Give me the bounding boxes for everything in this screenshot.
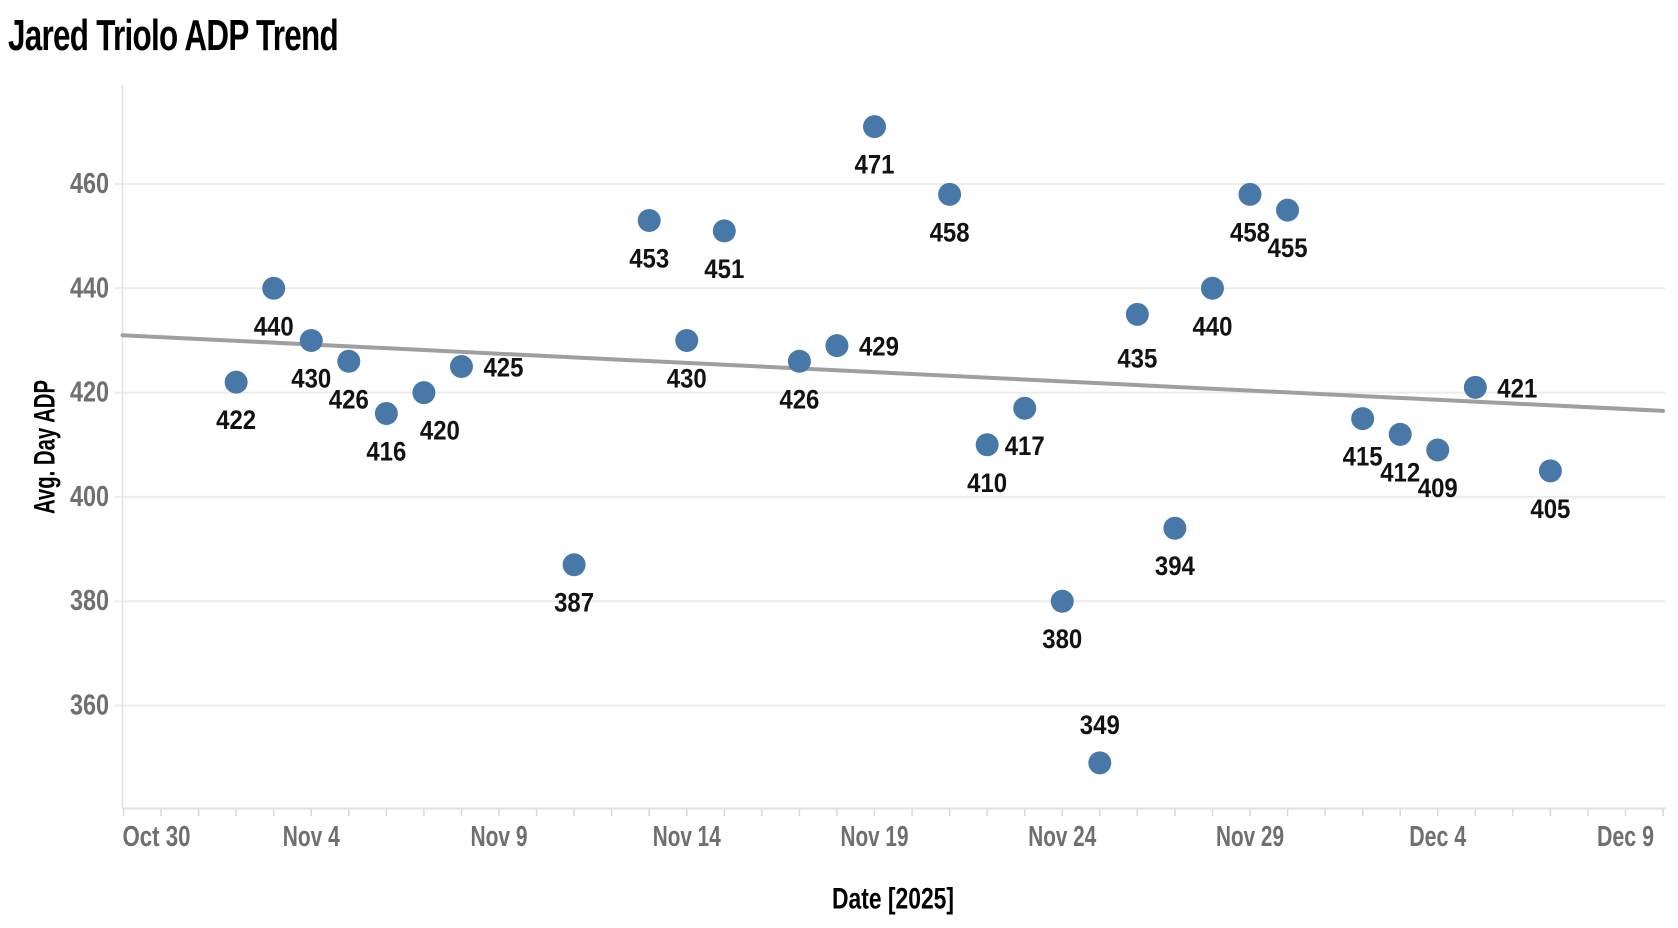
data-point[interactable] xyxy=(1163,516,1187,540)
data-point-label: 409 xyxy=(1418,473,1458,503)
data-point[interactable] xyxy=(337,349,361,373)
y-tick-label: 400 xyxy=(70,481,109,513)
data-point[interactable] xyxy=(1426,438,1450,462)
data-point-label: 410 xyxy=(967,468,1007,498)
data-point[interactable] xyxy=(1388,422,1412,446)
data-point[interactable] xyxy=(1013,396,1037,420)
data-point-label: 451 xyxy=(704,254,744,284)
data-point[interactable] xyxy=(975,433,999,457)
data-point[interactable] xyxy=(1050,589,1074,613)
data-point[interactable] xyxy=(562,553,586,577)
data-point[interactable] xyxy=(449,355,473,379)
chart-title: Jared Triolo ADP Trend xyxy=(8,11,338,60)
data-point-label: 455 xyxy=(1268,233,1308,263)
data-point-label: 415 xyxy=(1343,442,1383,472)
data-point-label: 430 xyxy=(667,363,707,393)
data-point[interactable] xyxy=(787,349,811,373)
data-point-label: 426 xyxy=(779,384,819,414)
data-point-label: 421 xyxy=(1497,373,1537,403)
data-point-label: 440 xyxy=(1192,311,1232,341)
data-point-label: 405 xyxy=(1530,494,1570,524)
data-point[interactable] xyxy=(1538,459,1562,483)
data-labels-layer: 4224404304264164204253874534304514264294… xyxy=(216,150,1570,740)
data-point-label: 435 xyxy=(1117,343,1157,373)
data-points-layer xyxy=(224,115,1562,775)
data-point-label: 430 xyxy=(291,363,331,393)
data-point-label: 425 xyxy=(483,353,523,383)
x-tick-label: Nov 14 xyxy=(653,821,721,853)
y-axis-title: Avg. Day ADP xyxy=(29,380,62,514)
data-point[interactable] xyxy=(712,219,736,243)
y-tick-label: 440 xyxy=(70,272,109,304)
x-axis-title: Date [2025] xyxy=(832,883,954,916)
y-tick-label: 360 xyxy=(70,690,109,722)
data-point-label: 394 xyxy=(1155,551,1195,581)
x-tick-label: Nov 19 xyxy=(841,821,909,853)
x-tick-label: Dec 4 xyxy=(1409,821,1466,853)
data-point-label: 387 xyxy=(554,588,594,618)
x-tick-label: Dec 9 xyxy=(1597,821,1654,853)
data-point-label: 453 xyxy=(629,244,669,274)
x-tick-label: Nov 29 xyxy=(1216,821,1284,853)
data-point[interactable] xyxy=(675,328,699,352)
data-point-label: 426 xyxy=(329,384,369,414)
data-point[interactable] xyxy=(938,182,962,206)
y-tick-label: 380 xyxy=(70,585,109,617)
x-tick-label: Oct 30 xyxy=(123,821,191,853)
data-point[interactable] xyxy=(412,381,436,405)
data-point-label: 380 xyxy=(1042,624,1082,654)
axes: 460 440 420 400 380 360 Oct 30 Nov 4 Nov 9 Nov 14… xyxy=(70,85,1666,853)
data-point[interactable] xyxy=(1463,375,1487,399)
data-point-label: 422 xyxy=(216,405,256,435)
data-point[interactable] xyxy=(1238,182,1262,206)
x-tick-label: Nov 4 xyxy=(283,821,340,853)
data-point[interactable] xyxy=(1088,751,1112,775)
y-tick-label: 420 xyxy=(70,377,109,409)
y-tick-label: 460 xyxy=(70,168,109,200)
data-point[interactable] xyxy=(863,115,886,139)
data-point-label: 440 xyxy=(254,311,294,341)
data-point-label: 429 xyxy=(859,332,899,362)
data-point[interactable] xyxy=(374,401,398,425)
data-point[interactable] xyxy=(825,334,849,358)
data-point[interactable] xyxy=(1200,276,1224,300)
data-point-label: 417 xyxy=(1005,431,1045,461)
data-point-label: 458 xyxy=(1230,217,1270,247)
data-point-label: 471 xyxy=(855,150,895,180)
gridlines xyxy=(114,183,1665,707)
data-point[interactable] xyxy=(262,276,286,300)
data-point[interactable] xyxy=(224,370,248,394)
x-tick-label: Nov 24 xyxy=(1028,821,1096,853)
data-point[interactable] xyxy=(1351,407,1375,431)
trend-line xyxy=(120,333,1666,413)
data-point-label: 416 xyxy=(366,436,406,466)
data-point-label: 420 xyxy=(420,416,460,446)
x-tick-label: Nov 9 xyxy=(471,821,528,853)
data-point[interactable] xyxy=(299,328,323,352)
data-point-label: 458 xyxy=(930,217,970,247)
data-point[interactable] xyxy=(637,209,661,233)
data-point-label: 349 xyxy=(1080,710,1120,740)
data-point-label: 412 xyxy=(1380,457,1420,487)
trend-line-layer xyxy=(120,333,1666,413)
data-point[interactable] xyxy=(1125,302,1149,326)
data-point[interactable] xyxy=(1276,198,1300,222)
